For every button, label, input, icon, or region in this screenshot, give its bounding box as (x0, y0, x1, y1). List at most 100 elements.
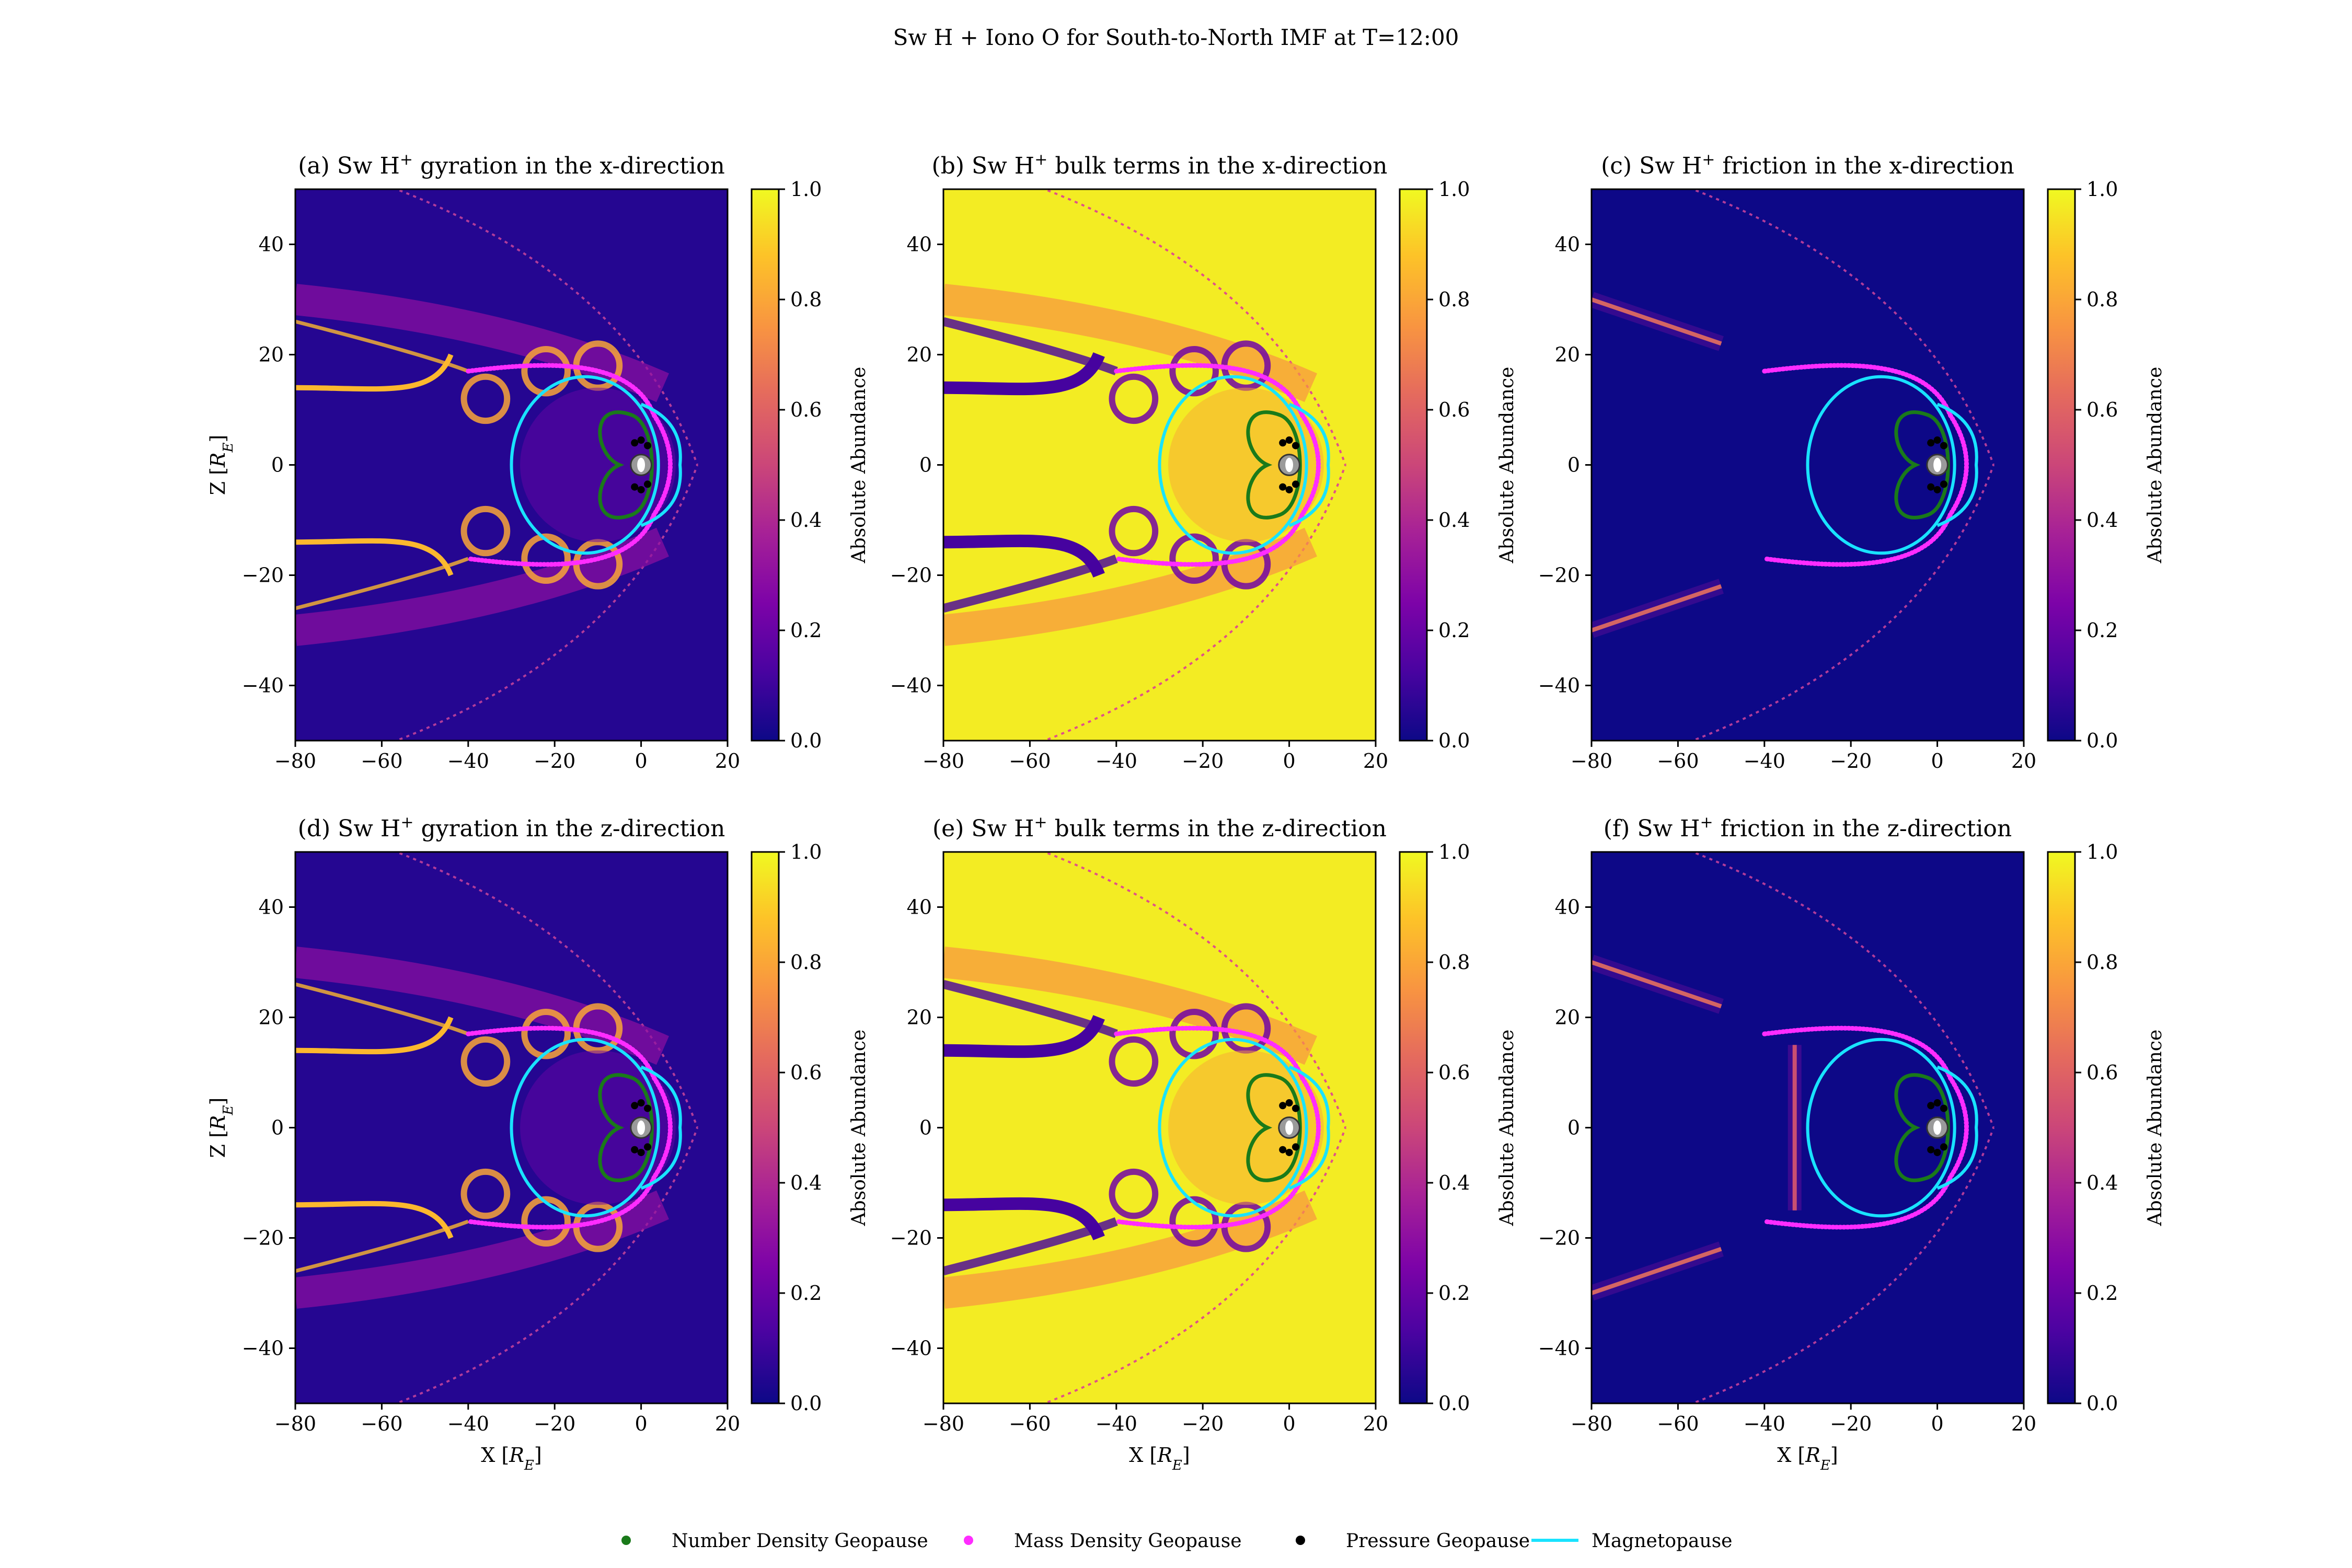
x-tick-label: 0 (1931, 750, 1944, 773)
colorbar-tick-label: 0.2 (1438, 1282, 1470, 1305)
heatmap-b (943, 189, 1376, 741)
colorbar-tick-label: 1.0 (1438, 840, 1470, 863)
pressure-geopause-dot (1933, 436, 1941, 444)
friction-glow (1592, 579, 1724, 638)
y-tick-label: −20 (242, 564, 284, 587)
x-tick-label: −60 (361, 1412, 402, 1435)
magnetopause-dayside (1936, 1065, 1978, 1190)
pressure-geopause-dot (637, 486, 645, 493)
pressure-geopause-dot (1292, 480, 1300, 488)
panel-c: −80 −60 −40 −20 0 20 −40 −20 0 20 40 (c) Sw H+ fric… (1538, 151, 2166, 773)
pressure-geopause-dot (631, 1146, 639, 1154)
colorbar-tick-label: 0.0 (1438, 729, 1470, 752)
colorbar-tick-label: 0.2 (2086, 1282, 2118, 1305)
y-tick-label: −20 (890, 1227, 932, 1250)
colorbar-label: Absolute Abundance (2145, 1030, 2166, 1227)
tail-lane (943, 555, 1118, 613)
colorbar-label: Absolute Abundance (848, 1030, 870, 1227)
pressure-geopause-dot (1279, 439, 1287, 447)
y-tick-label: 40 (907, 233, 932, 256)
pressure-geopause-dot (1285, 1148, 1293, 1156)
magnetopause-dayside (640, 402, 682, 527)
pressure-geopause-dot (637, 436, 645, 444)
panel-title: (b) Sw H+ bulk terms in the x-direction (932, 151, 1388, 180)
colorbar-tick-label: 0.6 (2086, 1061, 2118, 1084)
friction-glow (1592, 954, 1724, 1014)
colorbar-tick-label: 0.0 (2086, 729, 2118, 752)
tail-lane (943, 1217, 1118, 1275)
x-tick-label: −40 (1744, 1412, 1785, 1435)
pressure-geopause-dot (1940, 480, 1948, 488)
pressure-geopause-dot (637, 1099, 645, 1107)
x-tick-label: 20 (1363, 1412, 1388, 1435)
pressure-geopause-dot (1927, 1102, 1935, 1110)
cusp-blob (521, 1196, 571, 1247)
y-tick-label: 20 (907, 343, 932, 366)
cusp-blob (1109, 505, 1159, 557)
mass-density-geopause (1114, 363, 1321, 567)
pressure-geopause-dot (1285, 486, 1293, 493)
tail-lane (295, 1201, 454, 1239)
cusp-blob (1109, 1036, 1159, 1087)
x-tick-label: 0 (635, 1412, 648, 1435)
y-tick-label: −40 (1538, 674, 1580, 697)
pressure-geopause-dot (1927, 483, 1935, 491)
x-tick-label: 20 (2011, 1412, 2036, 1435)
friction-streak (1592, 1247, 1722, 1295)
legend-label: Pressure Geopause (1346, 1530, 1530, 1552)
x-tick-label: 0 (1283, 750, 1296, 773)
figure-title: Sw H + Iono O for South-to-North IMF at … (893, 25, 1459, 50)
colorbar (751, 851, 780, 1404)
legend: Number Density Geopause Mass Density Geop… (621, 1530, 1732, 1552)
colorbar-tick-label: 0.8 (1438, 951, 1470, 974)
x-axis-label: X [RE] (1129, 1444, 1190, 1473)
inner-region (1168, 1050, 1324, 1205)
colorbar-tick-label: 0.0 (1438, 1392, 1470, 1415)
y-tick-label: 40 (259, 896, 284, 919)
cusp-blob (1109, 1168, 1159, 1219)
pressure-geopause-dot (631, 439, 639, 447)
panel-title: (e) Sw H+ bulk terms in the z-direction (932, 813, 1387, 843)
tail-lane (295, 538, 454, 577)
pressure-geopause-dot (1927, 1146, 1935, 1154)
inner-region (520, 387, 676, 543)
heatmap-f (1592, 852, 2024, 1403)
y-tick-label: 0 (271, 454, 284, 477)
y-tick-label: 20 (907, 1006, 932, 1029)
y-tick-label: −40 (890, 1337, 932, 1360)
cusp-blob (460, 373, 511, 424)
panel-a: −80 −60 −40 −20 0 20 −40 −20 0 20 40 (a) Sw H+ gyra… (206, 151, 870, 773)
tail-lane (295, 1219, 469, 1273)
colorbar-tick-label: 0.8 (2086, 288, 2118, 311)
y-tick-label: 40 (1555, 233, 1580, 256)
x-tick-label: −40 (447, 1412, 489, 1435)
y-axis-label: Z [RE] (206, 435, 236, 495)
colorbar-tick-label: 1.0 (790, 840, 822, 863)
panel-e: −80 −60 −40 −20 0 20 −40 −20 0 20 40 (e) Sw H+ bulk… (890, 813, 1518, 1474)
colorbar-tick-label: 0.6 (1438, 1061, 1470, 1084)
mass-density-geopause (1762, 1025, 1969, 1230)
legend-marker (621, 1536, 631, 1545)
colorbar-tick-label: 0.4 (2086, 1171, 2118, 1194)
magnetopause-dayside (1288, 1065, 1330, 1190)
colorbar-tick-label: 1.0 (1438, 178, 1470, 201)
tail-lane (295, 1016, 454, 1055)
colorbar-label: Absolute Abundance (2145, 367, 2166, 564)
y-tick-label: −20 (242, 1227, 284, 1250)
panels: −80 −60 −40 −20 0 20 −40 −20 0 20 40 (a) Sw H+ gyra… (206, 151, 2166, 1474)
y-tick-label: 20 (259, 343, 284, 366)
colorbar-tick-label: 0.8 (1438, 288, 1470, 311)
colorbar-tick-label: 1.0 (2086, 178, 2118, 201)
x-tick-label: −40 (1096, 1412, 1137, 1435)
colorbar-tick-label: 0.8 (790, 951, 822, 974)
y-tick-label: −20 (1538, 1227, 1580, 1250)
cusp-blob (1169, 533, 1219, 584)
y-tick-label: 0 (1567, 454, 1580, 477)
pressure-geopause-dot (1940, 442, 1948, 449)
magnetopause (1158, 375, 1308, 555)
earth-core-icon (637, 457, 645, 472)
colorbar-tick-label: 0.0 (2086, 1392, 2118, 1415)
pressure-geopause-dot (631, 483, 639, 491)
x-tick-label: 0 (635, 750, 648, 773)
